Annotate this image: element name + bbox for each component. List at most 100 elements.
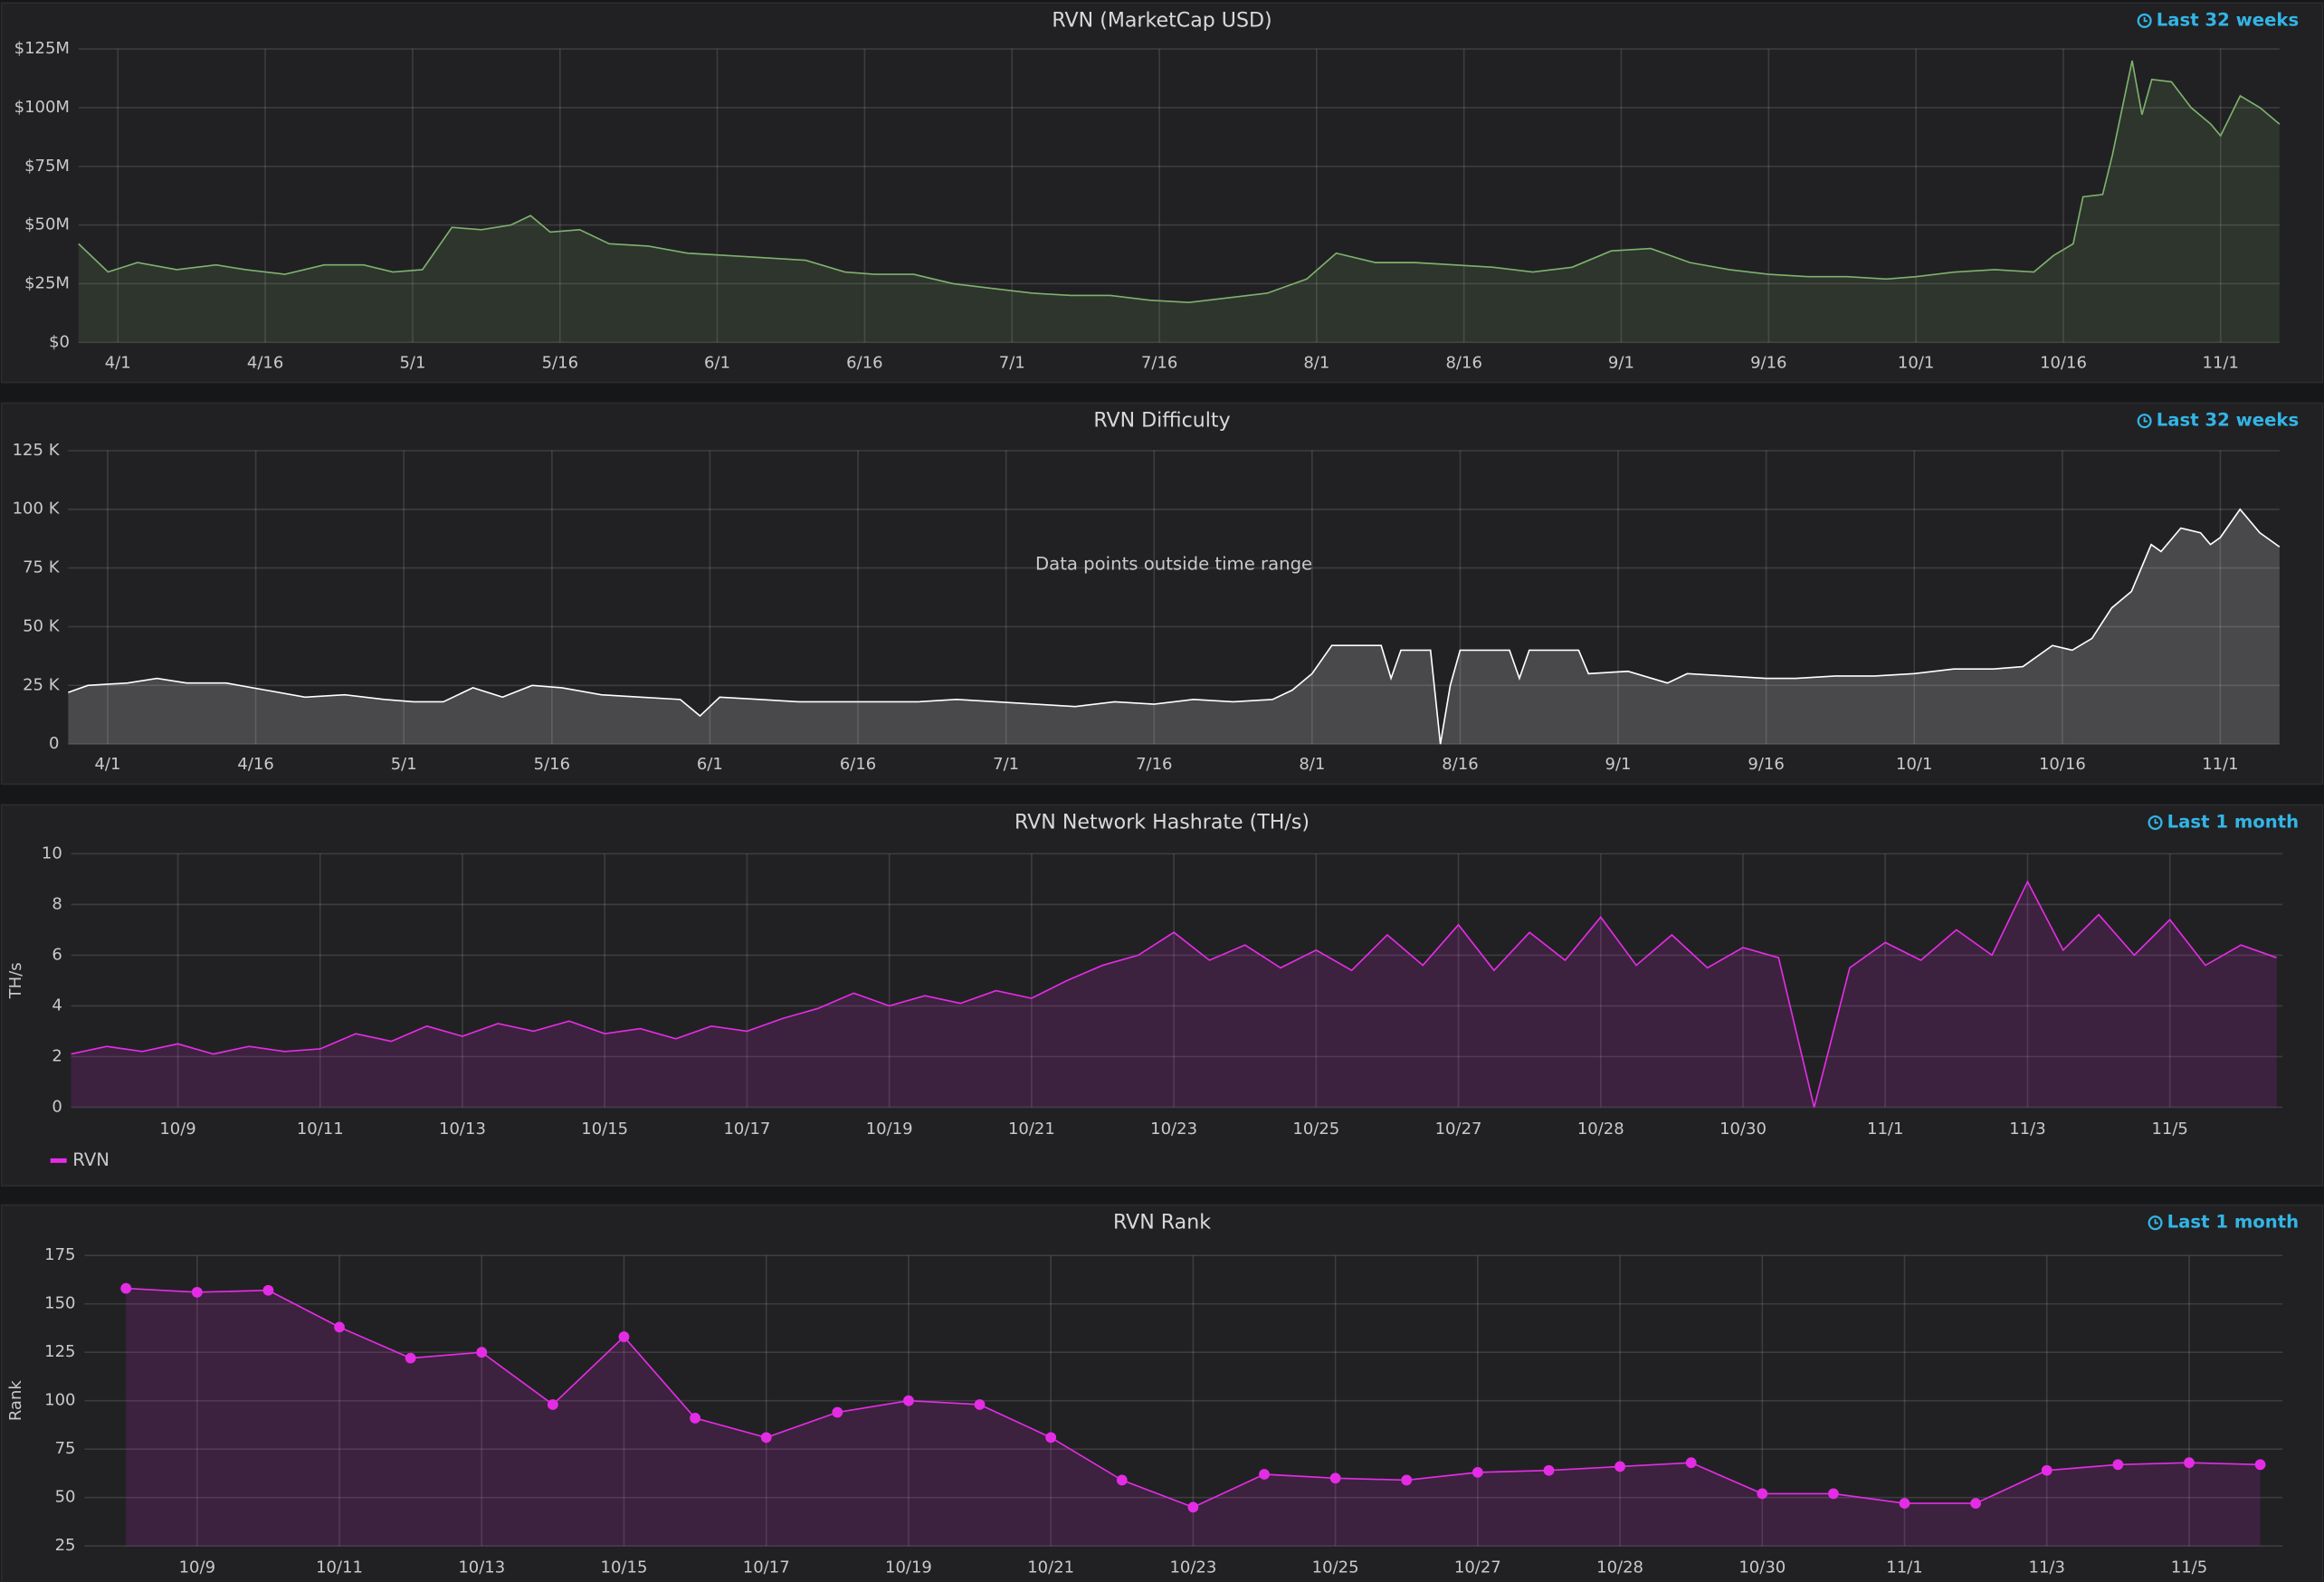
y-tick-label: 125 xyxy=(44,1342,75,1361)
marker xyxy=(476,1347,488,1358)
y-tick-label: 10 xyxy=(42,843,62,862)
x-tick-label: 10/27 xyxy=(1454,1558,1501,1577)
x-tick-label: 11/1 xyxy=(2203,353,2239,372)
clock-hand xyxy=(2154,818,2158,824)
area xyxy=(68,509,2280,745)
x-tick-label: 6/16 xyxy=(840,755,876,774)
x-tick-label: 8/1 xyxy=(1303,353,1329,372)
marker xyxy=(760,1432,772,1444)
y-tick-label: 50 K xyxy=(23,616,61,635)
marker xyxy=(2254,1459,2266,1471)
x-tick-label: 7/16 xyxy=(1136,755,1172,774)
marker xyxy=(1685,1457,1697,1469)
x-tick-label: 10/16 xyxy=(2040,353,2087,372)
y-tick-label: 8 xyxy=(52,894,62,913)
x-tick-label: 5/16 xyxy=(534,755,570,774)
marker xyxy=(191,1286,203,1298)
x-tick-label: 9/16 xyxy=(1750,353,1786,372)
x-tick-label: 10/17 xyxy=(723,1120,770,1139)
x-tick-label: 10/16 xyxy=(2039,755,2086,774)
panel xyxy=(0,402,2324,786)
x-tick-label: 8/16 xyxy=(1445,353,1481,372)
x-tick-label: 7/16 xyxy=(1141,353,1177,372)
x-tick-label: 10/17 xyxy=(743,1558,790,1577)
y-axis-label: TH/s xyxy=(6,962,25,999)
x-tick-label: 10/30 xyxy=(1719,1120,1767,1139)
area xyxy=(71,882,2277,1108)
marker xyxy=(1045,1432,1057,1444)
marker xyxy=(2112,1459,2124,1471)
x-tick-label: 10/21 xyxy=(1008,1120,1055,1139)
x-tick-label: 10/15 xyxy=(601,1558,648,1577)
x-tick-label: 10/15 xyxy=(581,1120,628,1139)
x-tick-label: 5/1 xyxy=(399,353,425,372)
x-tick-label: 10/9 xyxy=(179,1558,215,1577)
y-tick-label: $0 xyxy=(49,332,70,351)
x-tick-label: 10/11 xyxy=(316,1558,363,1577)
x-tick-label: 6/1 xyxy=(697,755,723,774)
line xyxy=(78,60,2281,304)
x-tick-label: 11/3 xyxy=(2009,1120,2045,1139)
marker xyxy=(547,1399,558,1410)
y-tick-label: 4 xyxy=(52,996,62,1015)
area xyxy=(78,61,2280,343)
marker xyxy=(405,1352,416,1364)
area xyxy=(126,1288,2261,1547)
legend-label: RVN xyxy=(72,1149,110,1170)
x-tick-label: 4/16 xyxy=(247,353,283,372)
y-tick-label: 2 xyxy=(52,1046,62,1065)
marker xyxy=(1259,1469,1270,1480)
y-axis-label: Rank xyxy=(6,1380,25,1422)
marker xyxy=(1329,1472,1341,1484)
x-tick-label: 4/1 xyxy=(94,755,120,774)
annotation: Data points outside time range xyxy=(1035,553,1312,574)
marker xyxy=(2041,1464,2053,1476)
x-tick-label: 8/1 xyxy=(1299,755,1325,774)
x-tick-label: 10/23 xyxy=(1150,1120,1197,1139)
time-range: Last 32 weeks xyxy=(2157,9,2299,30)
y-tick-label: $50M xyxy=(24,215,70,234)
y-tick-label: 150 xyxy=(44,1294,75,1313)
panel-title: RVN (MarketCap USD) xyxy=(1052,8,1272,32)
x-tick-label: 10/9 xyxy=(159,1120,195,1139)
x-tick-label: 9/1 xyxy=(1605,755,1632,774)
y-tick-label: 25 K xyxy=(23,675,61,694)
y-tick-label: 125 K xyxy=(13,441,61,460)
y-tick-label: $100M xyxy=(14,98,70,117)
x-tick-label: 11/5 xyxy=(2171,1558,2207,1577)
x-tick-label: 9/16 xyxy=(1748,755,1784,774)
marker xyxy=(618,1331,630,1342)
panel-title: RVN Rank xyxy=(1113,1211,1211,1234)
time-range: Last 1 month xyxy=(2167,811,2300,832)
marker xyxy=(832,1406,843,1418)
y-tick-label: $25M xyxy=(24,273,70,292)
x-tick-label: 11/1 xyxy=(2202,755,2238,774)
y-tick-label: 75 xyxy=(55,1439,76,1458)
x-tick-label: 10/27 xyxy=(1435,1120,1482,1139)
marker xyxy=(2184,1457,2195,1469)
y-tick-label: 25 xyxy=(55,1536,76,1555)
x-tick-label: 10/19 xyxy=(866,1120,913,1139)
x-tick-label: 10/23 xyxy=(1169,1558,1216,1577)
y-tick-label: 50 xyxy=(55,1488,76,1507)
x-tick-label: 5/16 xyxy=(542,353,578,372)
marker xyxy=(120,1282,132,1294)
x-tick-label: 6/1 xyxy=(704,353,730,372)
x-tick-label: 9/1 xyxy=(1608,353,1634,372)
x-tick-label: 7/1 xyxy=(999,353,1025,372)
panel-title: RVN Difficulty xyxy=(1093,409,1230,433)
x-tick-label: 4/1 xyxy=(105,353,131,372)
marker xyxy=(1828,1488,1839,1500)
marker xyxy=(262,1284,274,1296)
clock-hand xyxy=(2143,417,2148,423)
marker xyxy=(690,1413,701,1424)
panel xyxy=(0,2,2324,384)
y-tick-label: 0 xyxy=(49,734,59,753)
clock-icon xyxy=(2137,13,2152,28)
marker xyxy=(1899,1498,1910,1510)
marker xyxy=(1116,1474,1128,1486)
marker xyxy=(1970,1498,1982,1510)
line xyxy=(68,508,2281,745)
line xyxy=(71,880,2277,1108)
